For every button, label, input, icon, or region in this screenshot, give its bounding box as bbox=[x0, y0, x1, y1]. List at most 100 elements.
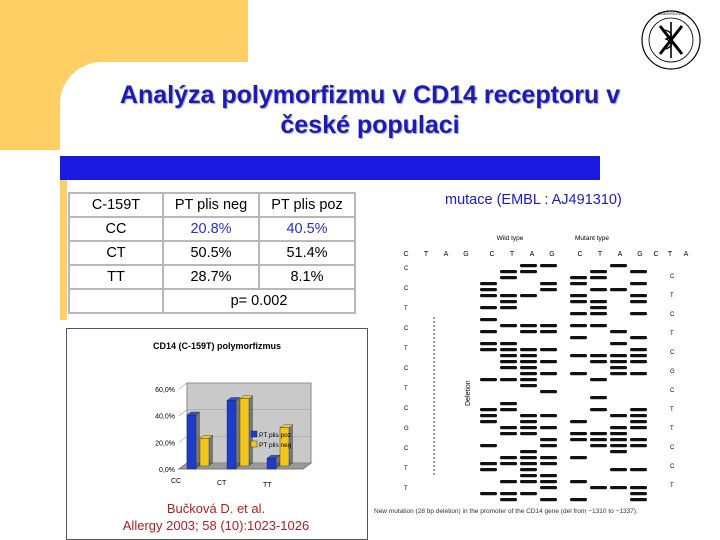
gel-sequence-letter: T bbox=[670, 407, 674, 413]
gel-band bbox=[540, 438, 557, 442]
table-row-pvalue: p= 0.002 bbox=[68, 288, 356, 314]
chart-bar bbox=[239, 398, 250, 467]
gel-band bbox=[520, 354, 537, 358]
gel-band bbox=[630, 354, 647, 358]
chart-gridline bbox=[178, 409, 188, 416]
gel-lane-letter: A bbox=[618, 251, 623, 258]
university-seal-logo: UNIVERSITAS bbox=[641, 10, 701, 70]
table-row: CC 20.8% 40.5% bbox=[68, 216, 356, 242]
gel-band bbox=[590, 444, 607, 448]
gel-band bbox=[590, 312, 607, 316]
citation: Bučková D. et al. Allergy 2003; 58 (10):… bbox=[66, 500, 366, 534]
gel-sequence-letter: C bbox=[404, 266, 409, 272]
gel-lane-letter: C bbox=[653, 251, 658, 258]
y-tick-label: 0,0% bbox=[159, 467, 175, 474]
gel-band bbox=[630, 312, 647, 316]
legend-label: PT plis neg bbox=[259, 442, 292, 449]
gel-band bbox=[610, 426, 627, 430]
gel-lane-letter: C bbox=[577, 251, 582, 258]
gel-band bbox=[630, 294, 647, 298]
chart-gridline bbox=[178, 382, 188, 390]
gel-band bbox=[540, 372, 557, 376]
chart-bar-side bbox=[196, 412, 200, 469]
gel-band bbox=[610, 354, 627, 358]
table-header-cell: PT plis neg bbox=[162, 192, 260, 218]
gel-dot bbox=[433, 317, 435, 319]
gel-band bbox=[540, 480, 557, 484]
gel-band bbox=[630, 468, 647, 472]
gel-sequence-letter: T bbox=[670, 293, 674, 299]
gel-band bbox=[630, 438, 647, 442]
gel-dot bbox=[433, 381, 435, 383]
title-underline-bar bbox=[60, 156, 600, 180]
gel-band bbox=[520, 270, 537, 274]
x-category-label: TT bbox=[263, 482, 272, 489]
gel-lane-letter: T bbox=[510, 251, 515, 258]
gel-band bbox=[590, 360, 607, 364]
chart-bar-side bbox=[289, 424, 293, 466]
gel-band bbox=[540, 390, 557, 394]
gel-band bbox=[590, 438, 607, 442]
x-category-label: CC bbox=[171, 478, 181, 485]
gel-lane-letter: T bbox=[668, 251, 673, 258]
gel-band bbox=[500, 300, 517, 304]
polymorphism-table: C-159T PT plis neg PT plis poz CC 20.8% … bbox=[68, 192, 356, 314]
table-cell: 51.4% bbox=[258, 240, 356, 266]
x-category-label: CT bbox=[217, 480, 227, 487]
gel-band bbox=[630, 486, 647, 490]
gel-band bbox=[520, 462, 537, 466]
y-tick-label: 40,0% bbox=[155, 414, 175, 421]
p-value-cell: p= 0.002 bbox=[162, 288, 356, 314]
gel-band bbox=[630, 300, 647, 304]
gel-band bbox=[590, 432, 607, 436]
gel-dot bbox=[433, 373, 435, 375]
gel-band bbox=[480, 492, 497, 496]
gel-band bbox=[500, 306, 517, 310]
gel-band bbox=[500, 378, 517, 382]
gel-dot bbox=[433, 413, 435, 415]
gel-band bbox=[590, 396, 607, 400]
gel-dot bbox=[433, 385, 435, 387]
gel-lane-letter: G bbox=[637, 251, 642, 258]
gel-band bbox=[630, 420, 647, 424]
gel-sequence-letter: C bbox=[404, 326, 409, 332]
gel-dot bbox=[433, 333, 435, 335]
gel-band bbox=[540, 456, 557, 460]
gel-band bbox=[520, 474, 537, 478]
gel-dot bbox=[433, 453, 435, 455]
gel-dot bbox=[433, 449, 435, 451]
gel-mutant-type-label: Mutant type bbox=[575, 235, 609, 242]
gel-band bbox=[610, 342, 627, 346]
table-cell: 20.8% bbox=[162, 216, 260, 242]
gel-wild-type-label: Wild type bbox=[497, 235, 524, 242]
table-header-cell: C-159T bbox=[68, 192, 164, 218]
gel-band bbox=[520, 426, 537, 430]
gel-band bbox=[500, 498, 517, 502]
gel-band bbox=[570, 456, 587, 460]
gel-dot bbox=[433, 461, 435, 463]
gel-band bbox=[610, 330, 627, 334]
gel-sequence-letter: T bbox=[404, 466, 408, 472]
gel-band bbox=[540, 498, 557, 502]
gel-sequence-letter: T bbox=[404, 346, 408, 352]
chart-bar bbox=[186, 414, 197, 470]
gel-sequence-letter: C bbox=[670, 350, 675, 356]
table-header-cell: PT plis poz bbox=[258, 192, 356, 218]
gel-dot bbox=[433, 425, 435, 427]
gel-band bbox=[480, 408, 497, 412]
gel-band bbox=[540, 348, 557, 352]
table-header-row: C-159T PT plis neg PT plis poz bbox=[68, 192, 356, 218]
gel-band bbox=[520, 294, 537, 298]
gel-band bbox=[570, 282, 587, 286]
gel-band bbox=[520, 492, 537, 496]
gel-band bbox=[590, 408, 607, 412]
gel-band bbox=[610, 432, 627, 436]
gel-band bbox=[590, 324, 607, 328]
chart-bar bbox=[226, 400, 237, 470]
gel-band bbox=[590, 486, 607, 490]
gel-band bbox=[570, 372, 587, 376]
gel-dot bbox=[433, 393, 435, 395]
gel-band bbox=[480, 282, 497, 286]
table-cell: 40.5% bbox=[258, 216, 356, 242]
gel-band bbox=[630, 360, 647, 364]
